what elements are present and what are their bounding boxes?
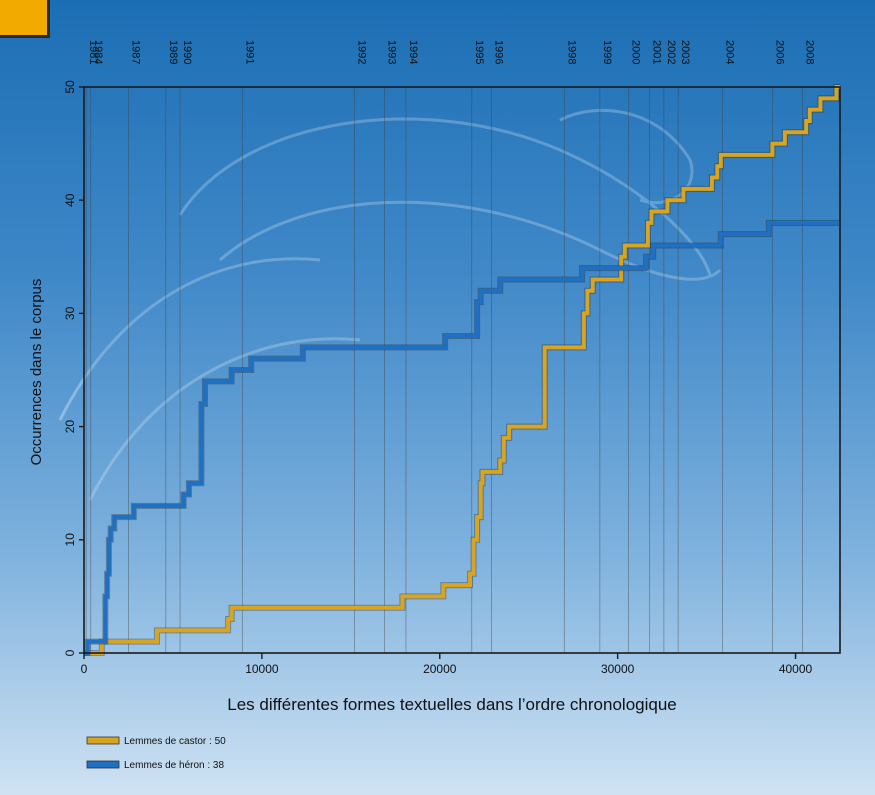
series-line-1 — [84, 220, 840, 655]
plot-frame — [83, 86, 841, 654]
year-label-1991: 1991 — [243, 40, 255, 64]
y-tick-label-0: 0 — [63, 649, 77, 656]
year-label-1998: 1998 — [565, 40, 577, 64]
year-label-1984: 1984 — [92, 40, 104, 64]
year-label-1990: 1990 — [181, 40, 193, 64]
year-label-1987: 1987 — [129, 40, 141, 64]
legend-label-0: Lemmes de castor : 50 — [124, 736, 226, 747]
x-tick-label-30000: 30000 — [601, 662, 635, 676]
series-lines — [84, 84, 840, 656]
year-label-2000: 2000 — [629, 40, 641, 64]
y-axis-title: Occurrences dans le corpus — [28, 279, 45, 466]
plot-background — [84, 87, 840, 653]
y-tick-label-30: 30 — [63, 306, 77, 320]
legend-swatch-1 — [86, 760, 120, 769]
legend: Lemmes de castor : 50 Lemmes de héron : 3… — [86, 736, 226, 771]
year-label-1996: 1996 — [492, 40, 504, 64]
series-line-0 — [84, 85, 840, 655]
x-axis-title: Les différentes formes textuelles dans l… — [227, 695, 677, 714]
year-label-2008: 2008 — [804, 40, 816, 64]
year-label-1992: 1992 — [355, 40, 367, 64]
year-label-1994: 1994 — [407, 40, 419, 64]
year-label-1999: 1999 — [601, 40, 613, 64]
year-label-1989: 1989 — [167, 40, 179, 64]
year-label-2004: 2004 — [724, 40, 736, 64]
x-tick-label-0: 0 — [81, 662, 88, 676]
year-label-1981: 1981 — [87, 40, 99, 64]
year-label-2002: 2002 — [665, 40, 677, 64]
year-label-2001: 2001 — [651, 40, 663, 64]
corner-tab-decoration — [0, 0, 50, 38]
year-label-2003: 2003 — [679, 40, 691, 64]
y-tick-label-20: 20 — [63, 420, 77, 434]
axes: 0 10 20 30 40 50 0 10000 20000 30000 40000 — [63, 80, 841, 676]
y-tick-label-50: 50 — [63, 80, 77, 94]
year-marker-lines — [85, 87, 803, 653]
x-tick-label-40000: 40000 — [779, 662, 813, 676]
year-label-1993: 1993 — [386, 40, 398, 64]
x-tick-label-10000: 10000 — [245, 662, 279, 676]
plot-area — [84, 87, 840, 653]
legend-swatch-0 — [86, 736, 120, 745]
y-tick-label-10: 10 — [63, 533, 77, 547]
legend-label-1: Lemmes de héron : 38 — [124, 760, 224, 771]
year-label-1995: 1995 — [473, 40, 485, 64]
y-tick-label-40: 40 — [63, 193, 77, 207]
year-label-2006: 2006 — [773, 40, 785, 64]
x-tick-label-20000: 20000 — [423, 662, 457, 676]
